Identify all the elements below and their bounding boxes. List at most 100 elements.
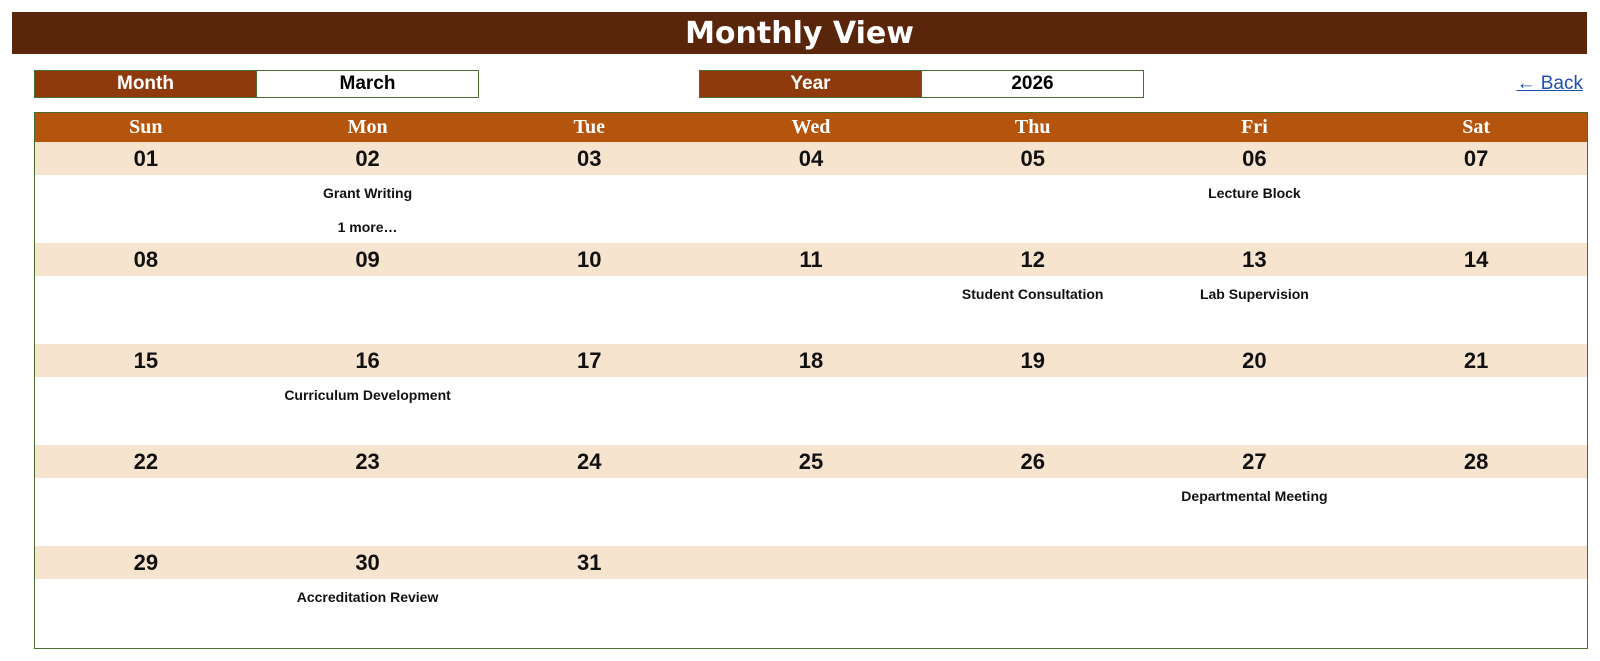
day-number[interactable]: 06	[1242, 145, 1267, 171]
day-cell	[478, 478, 700, 546]
day-number[interactable]: 04	[798, 145, 824, 171]
week-row: 01 02 03 04 05 06 07 Grant Writing 1 more… Lectur…	[35, 142, 1587, 243]
weekday-mon: Mon	[347, 116, 388, 138]
month-selector: Month March	[34, 70, 479, 98]
day-cell	[1365, 276, 1587, 344]
event-row: Accreditation Review	[35, 579, 1587, 647]
day-cell	[1144, 579, 1366, 647]
day-number[interactable]: 24	[577, 448, 602, 474]
day-cell	[700, 478, 922, 546]
day-number[interactable]: 19	[1020, 347, 1045, 373]
day-cell	[922, 478, 1144, 546]
weekday-sun: Sun	[129, 116, 163, 138]
day-number[interactable]: 23	[355, 448, 380, 474]
day-cell	[478, 276, 700, 344]
week-row: 22 23 24 25 26 27 28 Departmental Meeting	[35, 445, 1587, 546]
day-number[interactable]: 27	[1242, 448, 1267, 474]
event-item[interactable]: Student Consultation	[961, 286, 1104, 302]
day-cell	[1365, 478, 1587, 546]
day-cell	[35, 377, 257, 445]
day-number[interactable]: 03	[577, 145, 602, 171]
day-number[interactable]: 08	[133, 246, 159, 272]
weeks-container: 01 02 03 04 05 06 07 Grant Writing 1 more… Lectur…	[35, 142, 1587, 647]
day-number[interactable]: 25	[798, 448, 824, 474]
day-cell	[922, 377, 1144, 445]
day-number[interactable]: 20	[1242, 347, 1267, 373]
date-row: 01 02 03 04 05 06 07	[35, 142, 1587, 175]
event-item[interactable]: Departmental Meeting	[1181, 488, 1328, 504]
day-cell	[922, 579, 1144, 647]
day-number[interactable]: 17	[577, 347, 602, 373]
more-events-link[interactable]: 1 more…	[337, 219, 398, 235]
event-row: Student Consultation Lab Supervision	[35, 276, 1587, 344]
day-cell	[1365, 579, 1587, 647]
day-number	[922, 546, 1144, 579]
week-row: 08 09 10 11 12 13 14 Student Consultation Lab Su…	[35, 243, 1587, 344]
weekday-tue: Tue	[573, 116, 606, 138]
day-cell: Curriculum Development	[257, 377, 479, 445]
day-number[interactable]: 02	[355, 145, 380, 171]
year-value-field[interactable]: 2026	[922, 71, 1143, 97]
day-cell: Lecture Block	[1144, 175, 1366, 243]
event-item[interactable]: Accreditation Review	[296, 589, 439, 605]
day-cell	[478, 377, 700, 445]
day-cell	[35, 579, 257, 647]
date-row: 08 09 10 11 12 13 14	[35, 243, 1587, 276]
day-number[interactable]: 31	[577, 549, 602, 575]
event-row: Grant Writing 1 more… Lecture Block	[35, 175, 1587, 243]
day-number[interactable]: 16	[355, 347, 380, 373]
day-number[interactable]: 29	[133, 549, 159, 575]
day-cell	[257, 478, 479, 546]
day-number[interactable]: 07	[1463, 145, 1489, 171]
weekday-sat: Sat	[1462, 116, 1491, 138]
day-number[interactable]: 09	[355, 246, 380, 272]
day-number[interactable]: 05	[1020, 145, 1045, 171]
day-number	[700, 546, 922, 579]
day-number[interactable]: 21	[1463, 347, 1489, 373]
day-number	[1144, 546, 1366, 579]
day-cell	[1144, 377, 1366, 445]
day-cell: Accreditation Review	[257, 579, 479, 647]
back-link[interactable]: ← Back	[1516, 73, 1583, 94]
day-cell	[35, 276, 257, 344]
day-number[interactable]: 10	[577, 246, 602, 272]
day-number[interactable]: 26	[1020, 448, 1045, 474]
day-cell	[1365, 175, 1587, 243]
day-number[interactable]: 15	[133, 347, 159, 373]
day-number[interactable]: 12	[1020, 246, 1045, 272]
day-cell	[700, 276, 922, 344]
day-number[interactable]: 30	[355, 549, 380, 575]
day-cell	[35, 478, 257, 546]
day-cell: Lab Supervision	[1144, 276, 1366, 344]
month-value-field[interactable]: March	[257, 71, 478, 97]
calendar-grid: Sun Mon Tue Wed Thu Fri Sat 01 02 03 04 05 06…	[34, 112, 1588, 649]
year-label: Year	[700, 71, 922, 97]
day-number[interactable]: 22	[133, 448, 159, 474]
day-number[interactable]: 28	[1463, 448, 1489, 474]
day-cell	[1365, 377, 1587, 445]
date-row: 15 16 17 18 19 20 21	[35, 344, 1587, 377]
page-title-bar: Monthly View	[12, 12, 1587, 54]
event-item[interactable]: Grant Writing	[322, 185, 413, 201]
day-number[interactable]: 18	[798, 347, 824, 373]
day-number[interactable]: 13	[1242, 246, 1267, 272]
day-cell: Grant Writing 1 more…	[257, 175, 479, 243]
day-number[interactable]: 11	[799, 246, 823, 272]
week-row: 15 16 17 18 19 20 21 Curriculum Development	[35, 344, 1587, 445]
week-row: 29 30 31 Accreditation Review	[35, 546, 1587, 647]
day-cell	[478, 175, 700, 243]
event-item[interactable]: Lab Supervision	[1199, 286, 1309, 302]
event-item[interactable]: Lecture Block	[1208, 185, 1301, 201]
weekday-wed: Wed	[791, 116, 831, 138]
event-item[interactable]: Curriculum Development	[284, 387, 451, 403]
day-cell: Departmental Meeting	[1144, 478, 1366, 546]
day-number[interactable]: 01	[133, 145, 159, 171]
day-cell	[35, 175, 257, 243]
day-number[interactable]: 14	[1463, 246, 1489, 272]
date-row: 29 30 31	[35, 546, 1587, 579]
day-number	[1365, 546, 1587, 579]
event-row: Curriculum Development	[35, 377, 1587, 445]
day-cell	[700, 377, 922, 445]
page-title: Monthly View	[685, 15, 914, 51]
year-selector: Year 2026	[699, 70, 1144, 98]
